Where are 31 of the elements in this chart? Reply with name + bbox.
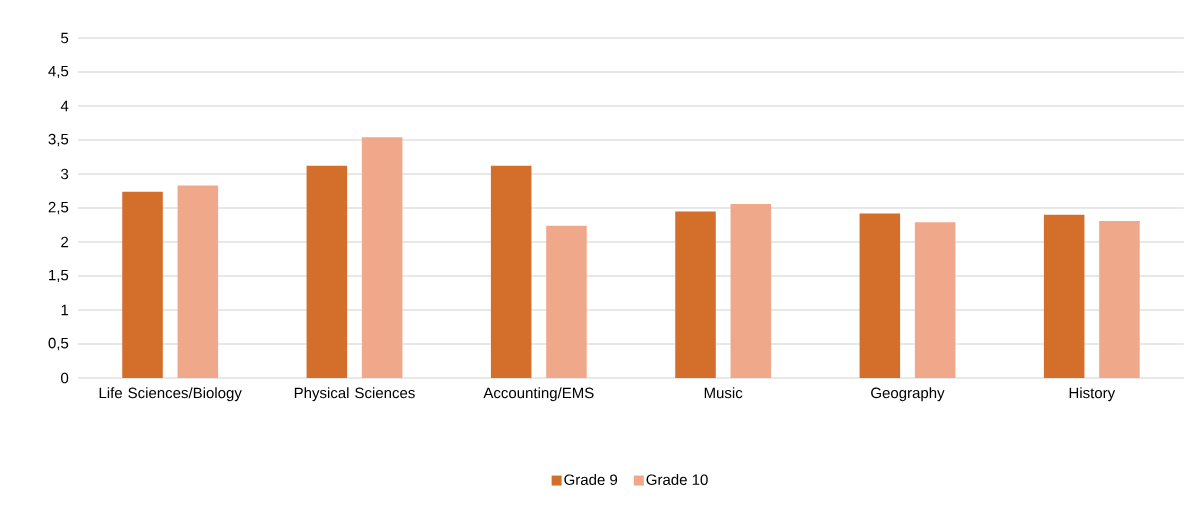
legend-label: Grade 9 <box>564 474 618 486</box>
legend-label: Grade 10 <box>646 474 708 486</box>
x-tick-label: Physical Sciences <box>294 387 415 402</box>
x-tick-label: Music <box>704 387 743 399</box>
y-tick-label: 4,5 <box>48 65 69 79</box>
y-tick-label: 0 <box>61 372 69 384</box>
x-tick-label: Life Sciences/Biology <box>99 387 242 402</box>
x-tick-label: Accounting/EMS <box>483 387 594 402</box>
bar <box>675 211 716 378</box>
y-tick-label: 1 <box>61 304 69 316</box>
y-tick-label: 2,5 <box>48 201 69 215</box>
y-tick-label: 4 <box>60 100 69 112</box>
bar <box>546 225 587 378</box>
bar <box>859 213 901 378</box>
bar <box>914 222 956 378</box>
bar <box>306 165 348 378</box>
bar <box>361 137 403 378</box>
bar <box>1099 220 1140 378</box>
x-tick-label: History <box>1069 387 1116 402</box>
bar <box>122 191 163 378</box>
bar <box>1043 214 1085 378</box>
x-tick-label: Geography <box>871 387 945 402</box>
bar <box>490 165 532 378</box>
y-tick-label: 5 <box>61 32 69 44</box>
y-tick-label: 3,5 <box>48 133 69 147</box>
y-tick-label: 0,5 <box>48 337 69 351</box>
bar <box>730 203 772 378</box>
y-tick-label: 2 <box>61 236 69 248</box>
y-tick-label: 3 <box>61 168 69 180</box>
y-tick-label: 1,5 <box>49 269 69 283</box>
bar <box>177 185 219 378</box>
